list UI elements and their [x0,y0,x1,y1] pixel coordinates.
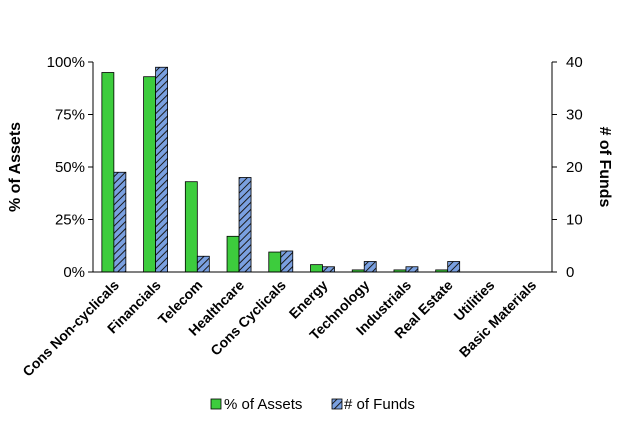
y-tick-label: 25% [55,212,85,229]
y2-tick-label: 20 [566,159,583,176]
y-tick-label: 50% [55,159,85,176]
bar-funds [447,261,461,273]
bar-assets [226,235,240,273]
bar-funds [280,250,294,273]
x-tick-label: Cons Cyclicals [207,277,289,359]
bar-funds [113,171,127,273]
legend-label-assets: % of Assets [224,396,302,413]
y-tick-label: 100% [47,54,85,71]
bar-assets [143,76,156,273]
bar-marks [101,66,461,273]
bar-funds [155,66,168,273]
bar-funds [196,255,210,273]
legend-label-funds: # of Funds [344,396,415,413]
bar-assets [184,181,198,273]
y2-tick-label: 10 [566,212,583,229]
bar-funds [405,266,419,273]
y-axis-ticks: 0% 25% 50% 75% 100% [47,54,93,281]
legend-item-assets: % of Assets [210,396,302,413]
x-axis-labels: Cons Non-cyclicalsFinancialsTelecomHealt… [19,277,539,380]
x-tick-label: Basic Materials [456,277,540,361]
bar-funds [322,266,335,273]
bar-assets [310,264,323,273]
y-tick-label: 75% [55,107,85,124]
legend: % of Assets # of Funds [210,396,415,413]
bar-funds [238,177,252,273]
y2-axis-title: # of Funds [596,127,613,208]
y-axis-title: % of Assets [7,122,24,212]
bar-funds [363,261,377,273]
y2-tick-label: 0 [566,264,574,281]
bar-assets [268,251,282,273]
bar-assets [101,72,115,273]
y2-tick-label: 30 [566,107,583,124]
legend-item-funds: # of Funds [331,396,415,413]
y2-tick-label: 40 [566,54,583,71]
y-tick-label: 0% [63,264,85,281]
legend-swatch-assets [210,398,222,410]
legend-swatch-funds [331,398,343,410]
y2-axis-ticks: 0 10 20 30 40 [552,54,583,281]
